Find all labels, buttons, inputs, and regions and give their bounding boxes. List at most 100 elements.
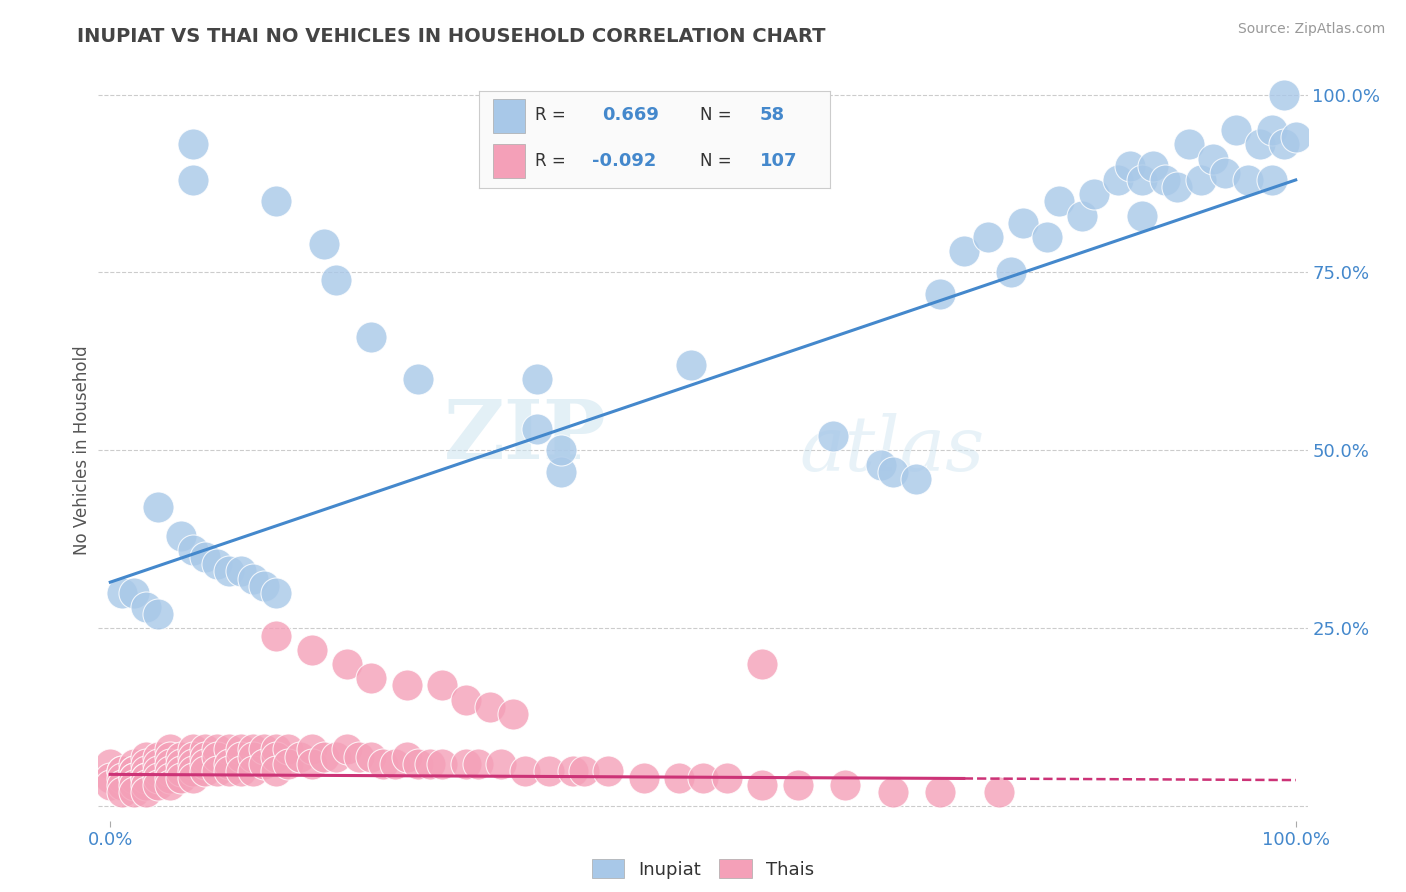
Point [135,764,157,778]
Point [1272,137,1295,152]
Legend: Inupiat, Thais: Inupiat, Thais [592,859,814,879]
Point [159,764,181,778]
Point [869,458,891,472]
Point [181,771,204,785]
Point [325,749,347,764]
Point [929,785,952,799]
Point [1142,159,1164,173]
Point [122,771,145,785]
Point [1119,159,1142,173]
Point [882,785,904,799]
Point [537,764,560,778]
Point [264,586,287,600]
Point [360,329,382,343]
Point [218,742,240,756]
Point [205,742,228,756]
Point [1071,209,1094,223]
Point [1285,130,1308,145]
Point [454,692,477,706]
Point [526,372,548,386]
Point [146,500,169,515]
Point [253,756,276,771]
Point [181,749,204,764]
Point [467,756,489,771]
Point [194,742,217,756]
Point [454,756,477,771]
Point [194,550,217,565]
Point [159,756,181,771]
Point [929,286,952,301]
Point [1012,216,1035,230]
Point [1213,166,1236,180]
Point [1261,123,1284,137]
Point [976,230,998,244]
Point [122,764,145,778]
Point [1202,152,1225,166]
Point [111,764,134,778]
Point [98,778,121,792]
Point [1249,137,1271,152]
Point [347,749,370,764]
Point [502,706,524,721]
Point [360,749,382,764]
Point [111,771,134,785]
Point [194,764,217,778]
Point [834,778,856,792]
Point [751,778,773,792]
Point [1189,173,1212,187]
Point [181,742,204,756]
Point [146,778,169,792]
Point [1130,173,1153,187]
Point [111,778,134,792]
Point [264,194,287,209]
Text: INUPIAT VS THAI NO VEHICLES IN HOUSEHOLD CORRELATION CHART: INUPIAT VS THAI NO VEHICLES IN HOUSEHOLD… [77,27,825,45]
Point [360,671,382,685]
Point [122,771,145,785]
Point [242,572,264,586]
Point [111,764,134,778]
Point [515,764,537,778]
Point [264,629,287,643]
Point [419,756,441,771]
Point [823,429,845,443]
Point [325,272,347,286]
Point [574,764,596,778]
Point [550,443,572,458]
Point [633,771,655,785]
Point [146,607,169,622]
Point [253,742,276,756]
Point [98,771,121,785]
Point [312,749,335,764]
Point [395,678,418,692]
Point [1047,194,1070,209]
Text: atlas: atlas [800,414,986,487]
Point [384,756,406,771]
Point [146,749,169,764]
Point [408,372,430,386]
Point [336,657,359,671]
Point [395,749,418,764]
Point [170,756,193,771]
Point [692,771,714,785]
Point [301,756,323,771]
Point [1154,173,1177,187]
Point [218,565,240,579]
Point [668,771,690,785]
Point [988,785,1011,799]
Point [242,749,264,764]
Point [122,778,145,792]
Point [181,543,204,558]
Point [122,764,145,778]
Point [242,764,264,778]
Point [159,749,181,764]
Point [478,699,501,714]
Point [135,771,157,785]
Point [336,742,359,756]
Point [882,465,904,479]
Point [181,137,204,152]
Point [905,472,928,486]
Text: ZIP: ZIP [444,396,606,475]
Point [181,173,204,187]
Text: Source: ZipAtlas.com: Source: ZipAtlas.com [1237,22,1385,37]
Point [111,586,134,600]
